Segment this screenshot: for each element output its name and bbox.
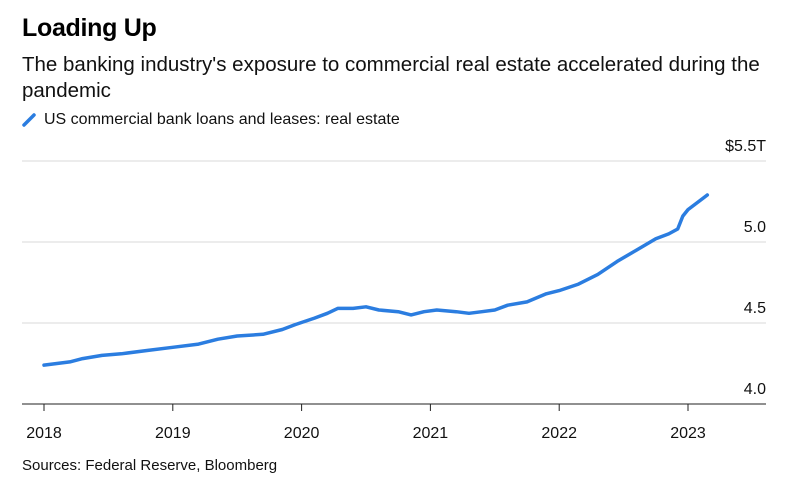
series-line — [42, 193, 710, 367]
chart-title: Loading Up — [22, 14, 157, 42]
y-tick-label: 4.5 — [744, 300, 766, 317]
chart-subtitle: The banking industry's exposure to comme… — [22, 53, 760, 102]
legend-label: US commercial bank loans and leases: rea… — [44, 111, 400, 128]
y-tick-label: $5.5T — [725, 138, 766, 155]
y-tick-label: 4.0 — [744, 381, 766, 398]
x-tick-label: 2023 — [670, 425, 706, 442]
y-tick-label: 5.0 — [744, 219, 766, 236]
source-note: Sources: Federal Reserve, Bloomberg — [22, 457, 278, 474]
legend-swatch-icon — [22, 113, 36, 127]
chart-legend: US commercial bank loans and leases: rea… — [22, 111, 400, 129]
x-tick-label: 2021 — [413, 425, 449, 442]
x-tick-label: 2020 — [284, 425, 320, 442]
x-tick-label: 2022 — [541, 425, 577, 442]
x-tick-label: 2019 — [155, 425, 191, 442]
x-tick-label: 2018 — [26, 425, 62, 442]
